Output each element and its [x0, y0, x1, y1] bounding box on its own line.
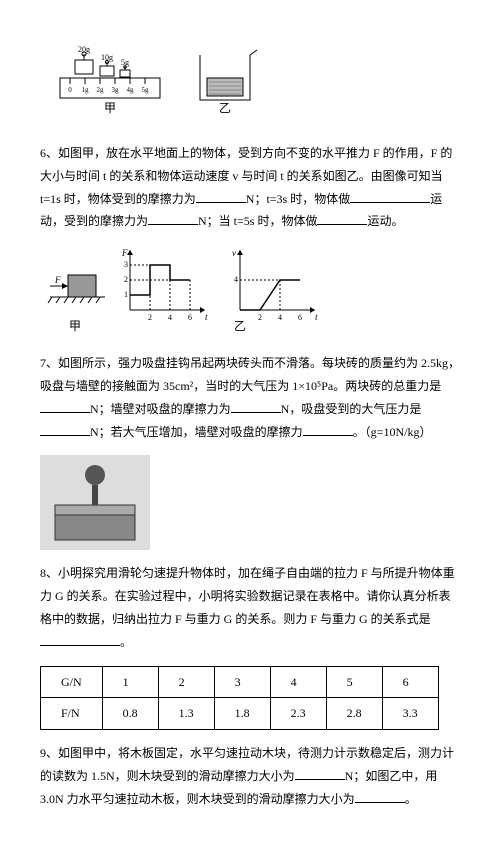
fig1-label-left: 甲	[104, 101, 116, 115]
table-cell: 0.8	[102, 698, 158, 730]
figure-1: 20g 10g 5g 0 1g 2g 3g 4g 5g	[40, 40, 460, 130]
q6-blank4[interactable]	[317, 210, 367, 225]
q6-blank3[interactable]	[148, 210, 198, 225]
q8-t1: 8、小明探究用滑轮匀速提升物体时，加在绳子自由端的拉力 F 与所提升物体重力 G…	[40, 566, 455, 626]
table-cell: 2	[158, 666, 214, 698]
table-cell: 5	[326, 666, 382, 698]
q7-t3: N，吸盘受到的大气压力是	[281, 402, 422, 416]
figure-2-svg: F 甲 F t 1 2 3 2 4 6	[40, 245, 340, 340]
figure-2: F 甲 F t 1 2 3 2 4 6	[40, 245, 460, 340]
q7-t1: 7、如图所示，强力吸盘挂钩吊起两块砖头而不滑落。每块砖的质量约为 2.5kg，吸…	[40, 356, 460, 393]
q6-t5: 运动。	[367, 214, 403, 228]
svg-text:5g: 5g	[142, 86, 150, 94]
svg-text:6: 6	[298, 313, 302, 322]
svg-text:4: 4	[168, 313, 172, 322]
table-cell: 1.8	[214, 698, 270, 730]
q7-t4: N；若大气压增加，墙壁对吸盘的摩擦力	[90, 425, 303, 439]
table-row: G/N 1 2 3 4 5 6	[41, 666, 439, 698]
q7-t2: N；墙壁对吸盘的摩擦力为	[90, 402, 231, 416]
table-cell: F/N	[41, 698, 103, 730]
svg-text:6: 6	[188, 313, 192, 322]
q9-blank2[interactable]	[355, 788, 405, 803]
table-cell: 2.3	[270, 698, 326, 730]
q8-t2: 。	[120, 635, 132, 649]
q7-blank1[interactable]	[40, 398, 90, 413]
table-cell: 3.3	[382, 698, 438, 730]
svg-text:3: 3	[124, 260, 128, 269]
svg-text:2: 2	[124, 275, 128, 284]
question-7: 7、如图所示，强力吸盘挂钩吊起两块砖头而不滑落。每块砖的质量约为 2.5kg，吸…	[40, 352, 460, 443]
svg-text:2: 2	[258, 313, 262, 322]
table-cell: 1	[102, 666, 158, 698]
q7-blank4[interactable]	[303, 421, 353, 436]
table-8: G/N 1 2 3 4 5 6 F/N 0.8 1.3 1.8 2.3 2.8 …	[40, 666, 439, 731]
figure-3-svg	[40, 455, 150, 550]
svg-text:甲: 甲	[69, 319, 81, 333]
figure-3	[40, 455, 460, 550]
weight-10g: 10g	[101, 53, 113, 62]
q9-t3: 。	[405, 792, 417, 806]
q8-blank1[interactable]	[40, 631, 120, 646]
q6-t4: N；当 t=5s 时，物体做	[198, 214, 317, 228]
table-cell: 3	[214, 666, 270, 698]
svg-text:4: 4	[278, 313, 282, 322]
table-row: F/N 0.8 1.3 1.8 2.3 2.8 3.3	[41, 698, 439, 730]
question-9: 9、如图甲中，将木板固定，水平匀速拉动木块，待测力计示数稳定后，测力计的读数为 …	[40, 742, 460, 810]
svg-text:t: t	[205, 312, 208, 322]
table-cell: 2.8	[326, 698, 382, 730]
svg-text:2g: 2g	[97, 86, 105, 94]
svg-text:乙: 乙	[234, 319, 246, 333]
svg-text:0: 0	[68, 86, 72, 94]
q6-blank2[interactable]	[350, 188, 430, 203]
svg-text:t: t	[315, 312, 318, 322]
weight-5g: 5g	[121, 58, 129, 67]
svg-text:4: 4	[234, 275, 238, 284]
table-cell: 1.3	[158, 698, 214, 730]
fig1-label-right: 乙	[219, 101, 231, 115]
table-cell: G/N	[41, 666, 103, 698]
question-6: 6、如图甲，放在水平地面上的物体，受到方向不变的水平推力 F 的作用，F 的大小…	[40, 142, 460, 233]
q7-blank2[interactable]	[231, 398, 281, 413]
q7-t5: 。（g=10N/kg）	[353, 425, 432, 439]
svg-text:v: v	[232, 248, 236, 258]
svg-text:F: F	[54, 275, 61, 285]
q7-blank3[interactable]	[40, 421, 90, 436]
figure-1-svg: 20g 10g 5g 0 1g 2g 3g 4g 5g	[40, 40, 280, 130]
table-cell: 6	[382, 666, 438, 698]
q6-t2: N；t=3s 时，物体做	[246, 192, 350, 206]
table-cell: 4	[270, 666, 326, 698]
svg-text:4g: 4g	[127, 86, 135, 94]
svg-text:2: 2	[148, 313, 152, 322]
q9-blank1[interactable]	[295, 765, 345, 780]
question-8: 8、小明探究用滑轮匀速提升物体时，加在绳子自由端的拉力 F 与所提升物体重力 G…	[40, 562, 460, 653]
svg-text:1: 1	[124, 290, 128, 299]
svg-text:1g: 1g	[82, 86, 90, 94]
q6-blank1[interactable]	[196, 188, 246, 203]
svg-text:3g: 3g	[112, 86, 120, 94]
svg-text:F: F	[121, 248, 128, 258]
weight-20g: 20g	[78, 45, 90, 54]
